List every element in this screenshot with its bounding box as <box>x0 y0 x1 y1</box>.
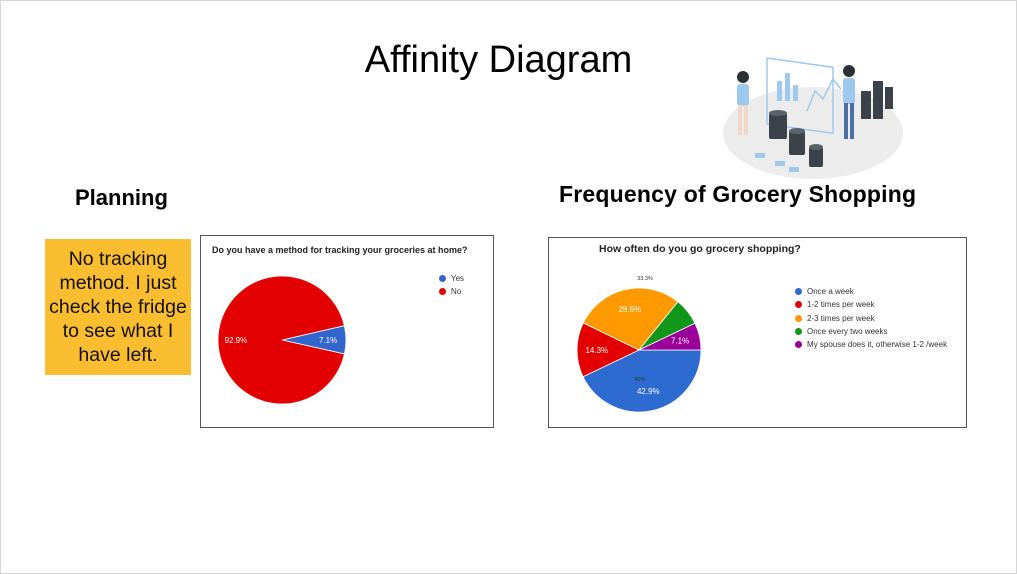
pie-slice-1-2-times-per-week <box>576 322 640 378</box>
legend-swatch <box>439 288 446 296</box>
legend-item: Yes <box>439 272 464 285</box>
slice-label: 7.1% <box>671 337 689 346</box>
slice-label: 7.1% <box>319 336 337 345</box>
slice-label: 42.9% <box>637 387 660 396</box>
legend-item: My spouse does it, otherwise 1-2 /week <box>795 338 947 351</box>
shopping-frequency-chart: How often do you go grocery shopping? 42… <box>548 237 967 428</box>
slide-title: Affinity Diagram <box>364 39 633 81</box>
legend-label: Once every two weeks <box>807 327 888 337</box>
legend-label: Yes <box>451 274 465 284</box>
annotation-label: 40% <box>634 377 645 383</box>
annotation-label: 33.3% <box>637 276 653 282</box>
pie-slice-no <box>217 275 345 405</box>
pie-chart: 42.9% 14.3% 28.6% 7.1% 33.3% 40% <box>576 276 702 413</box>
legend-swatch <box>795 288 802 296</box>
chart-title: How often do you go grocery shopping? <box>599 243 801 255</box>
legend-swatch <box>795 314 802 322</box>
slice-label: 14.3% <box>585 346 608 355</box>
sticky-note-text: No tracking method. I just check the fri… <box>49 248 187 366</box>
tracking-method-chart: Do you have a method for tracking your g… <box>200 235 494 428</box>
pie-slice-once-a-week <box>582 349 702 413</box>
slice-label: 28.6% <box>618 305 641 314</box>
planning-heading: Planning <box>75 185 168 210</box>
legend-label: My spouse does it, otherwise 1-2 /week <box>807 340 948 350</box>
pie-chart: 7.1% 92.9% <box>217 275 347 405</box>
legend-item: Once every two weeks <box>795 325 947 338</box>
legend-item: 1-2 times per week <box>795 298 947 311</box>
data-analysis-illustration-icon <box>723 57 903 179</box>
legend-swatch <box>795 301 802 309</box>
legend-swatch <box>439 275 446 283</box>
legend-swatch <box>795 328 802 336</box>
chart-legend: Once a week 1-2 times per week 2-3 times p… <box>795 285 947 351</box>
frequency-heading: Frequency of Grocery Shopping <box>559 181 917 207</box>
slice-label: 92.9% <box>225 336 248 345</box>
chart-legend: Yes No <box>439 272 464 299</box>
legend-label: 1-2 times per week <box>807 300 875 310</box>
pie-slice-2-3-times-per-week <box>582 287 679 351</box>
legend-item: 2-3 times per week <box>795 312 947 325</box>
pie-slice-my-spouse-does-it-otherwise-1-2-week <box>638 322 702 351</box>
legend-label: 2-3 times per week <box>807 313 875 323</box>
legend-item: No <box>439 285 464 298</box>
legend-label: Once a week <box>807 287 854 297</box>
legend-item: Once a week <box>795 285 947 298</box>
chart-title: Do you have a method for tracking your g… <box>212 245 468 255</box>
legend-label: No <box>451 287 462 297</box>
sticky-note: No tracking method. I just check the fri… <box>45 239 191 375</box>
legend-swatch <box>795 341 802 349</box>
